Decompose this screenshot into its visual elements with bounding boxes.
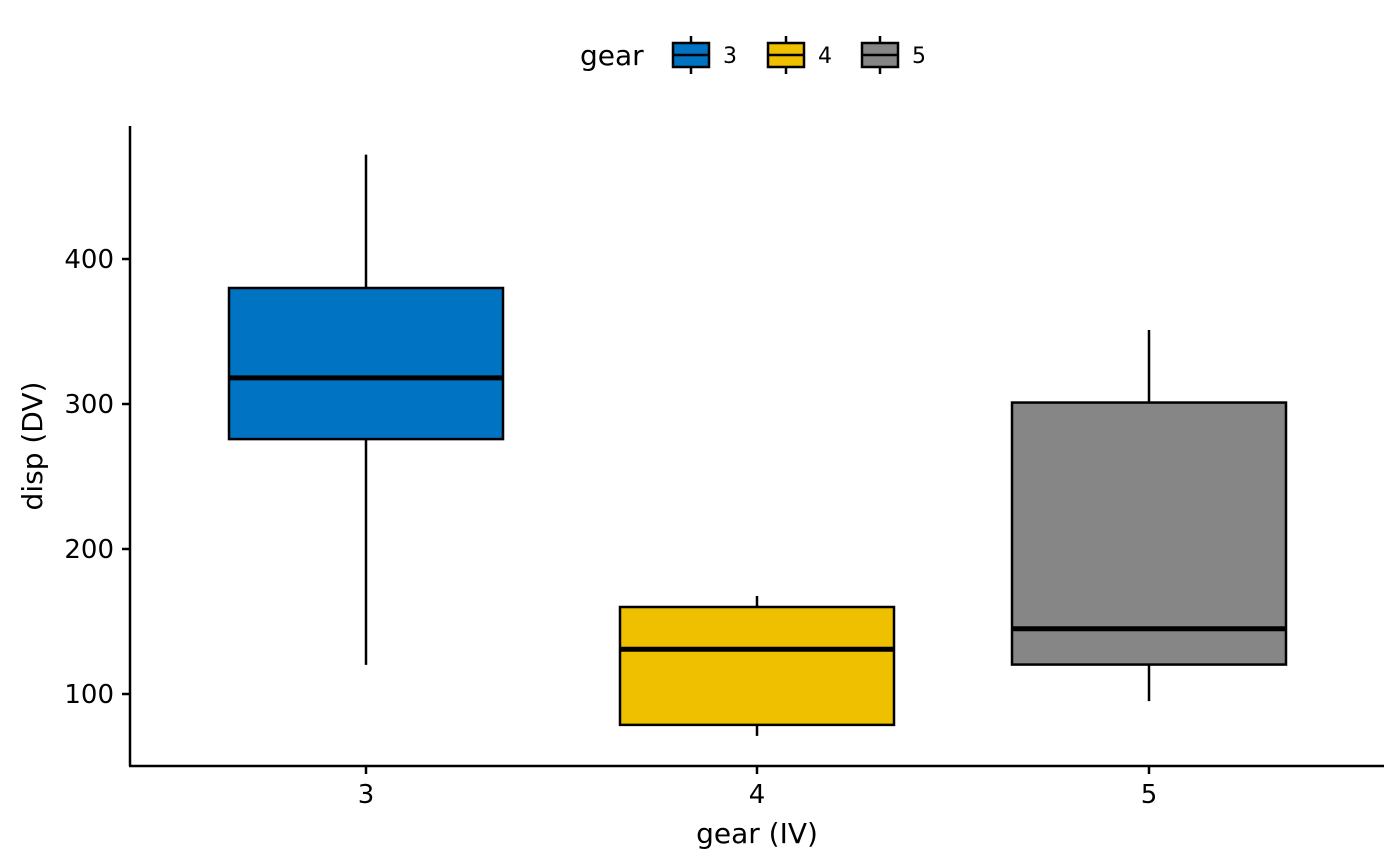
x-axis-ticks: 3 4 5 bbox=[358, 766, 1158, 810]
box-iqr bbox=[227, 286, 505, 441]
y-tick-label: 400 bbox=[64, 245, 114, 275]
legend-label: 3 bbox=[723, 44, 737, 69]
x-axis-title: gear (IV) bbox=[696, 817, 818, 850]
legend-label: 5 bbox=[912, 44, 926, 69]
legend: gear 3 4 5 bbox=[580, 36, 926, 74]
y-axis-title: disp (DV) bbox=[16, 382, 49, 511]
legend-title: gear bbox=[580, 39, 644, 72]
box-gear-4 bbox=[618, 595, 896, 736]
box-iqr bbox=[618, 605, 896, 727]
box-gear-5 bbox=[1010, 330, 1288, 702]
box-gear-3 bbox=[227, 154, 505, 665]
y-axis-ticks: 100 200 300 400 bbox=[64, 245, 130, 710]
box-iqr bbox=[1010, 401, 1288, 666]
legend-item-5: 5 bbox=[860, 36, 926, 74]
y-tick-label: 300 bbox=[64, 390, 114, 420]
x-tick-label: 4 bbox=[749, 780, 766, 810]
y-tick-label: 200 bbox=[64, 535, 114, 565]
x-tick-label: 3 bbox=[358, 780, 375, 810]
y-tick-label: 100 bbox=[64, 680, 114, 710]
boxes bbox=[227, 154, 1288, 736]
legend-item-3: 3 bbox=[671, 36, 737, 74]
legend-item-4: 4 bbox=[766, 36, 832, 74]
legend-label: 4 bbox=[818, 44, 832, 69]
x-tick-label: 5 bbox=[1141, 780, 1158, 810]
